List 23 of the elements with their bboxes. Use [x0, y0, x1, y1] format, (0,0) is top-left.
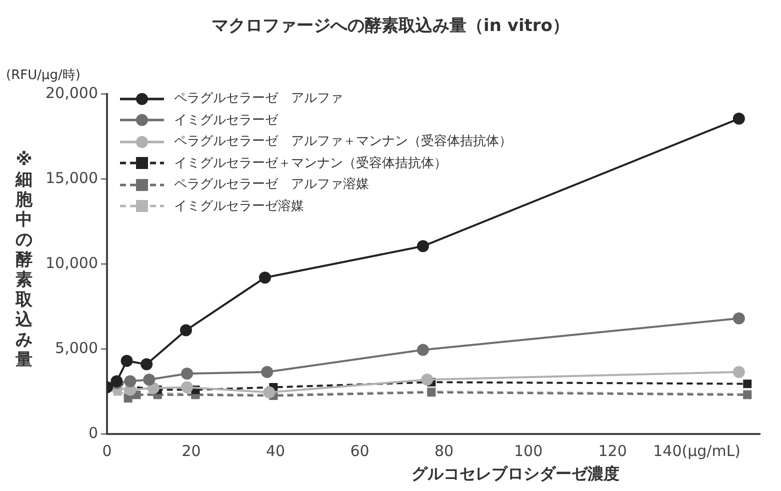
x-tick-label: 0	[102, 442, 112, 460]
x-tick-label: 80	[434, 442, 454, 460]
x-tick-label: 20	[182, 442, 201, 460]
legend-label: ペラグルセラーゼ アルファ溶媒	[174, 176, 369, 194]
x-tick-label: 40	[266, 442, 286, 460]
legend-label: ペラグルセラーゼ アルファ	[174, 90, 343, 108]
x-axis-title: グルコセレブロシダーゼ濃度	[410, 464, 620, 485]
text: ※細胞中の酵素取込み量	[16, 150, 32, 370]
legend-label: イミグルセラーゼ＋マンナン（受容体拮抗体）	[174, 154, 447, 172]
y-tick-label: 10,000	[46, 254, 98, 272]
x-tick-label: 60	[350, 442, 370, 460]
y-tick-label: 15,000	[46, 168, 98, 187]
text: (RFU/μg/時)	[6, 67, 80, 84]
legend-label: イミグルセラーゼ溶媒	[174, 198, 304, 216]
y-tick-label: 5,000	[55, 338, 98, 357]
x-tick-label: 100	[514, 442, 543, 460]
chart-title: マクロファージへの酵素取込み量（in vitro）	[210, 15, 570, 37]
y-tick-label: 20,000	[46, 84, 98, 102]
legend-label: ペラグルセラーゼ アルファ＋マンナン（受容体拮抗体）	[174, 133, 512, 151]
y-tick-label: 0	[88, 424, 98, 442]
x-tick-label: 140(μg/mL)	[653, 442, 741, 460]
x-tick-label: 120	[598, 442, 627, 460]
legend-label: イミグルセラーゼ	[174, 112, 278, 130]
